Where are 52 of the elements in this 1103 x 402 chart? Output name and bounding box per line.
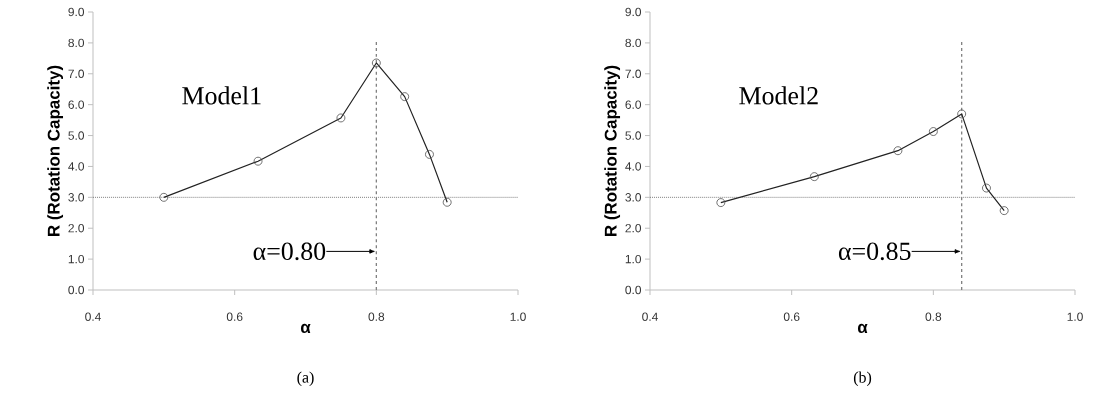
x-tick-label: 0.8 — [368, 312, 385, 321]
y-tick-label: 6.0 — [68, 100, 85, 109]
text: (b) — [853, 371, 872, 386]
point — [999, 206, 1009, 216]
x-tick-label: 0.4 — [85, 312, 101, 321]
annotation: Model1 — [182, 86, 261, 105]
y-tick-label: 1.0 — [68, 254, 85, 264]
x-tick-label: 0.4 — [642, 312, 658, 321]
annotation: Model2 — [739, 86, 818, 105]
y-axis-title: R (Rotation Capacity) — [604, 65, 621, 236]
y-tick-label: 2.0 — [625, 223, 642, 233]
point — [716, 198, 726, 207]
point — [893, 146, 903, 156]
y-tick-label: 8.0 — [68, 38, 85, 48]
y-tick-label: 6.0 — [625, 100, 642, 109]
point — [809, 172, 819, 182]
text: (a) — [297, 371, 314, 386]
point — [336, 113, 346, 123]
point — [928, 127, 938, 136]
y-tick-label: 5.0 — [625, 131, 642, 140]
x-tick-label: 1.0 — [510, 312, 526, 321]
x-axis-title: α — [300, 323, 311, 334]
annotation: α=0.80 — [253, 242, 326, 261]
y-tick-label: 4.0 — [625, 162, 642, 171]
y-tick-label: 1.0 — [625, 254, 642, 264]
point — [400, 92, 410, 102]
point — [957, 109, 967, 119]
x-tick-label: 0.6 — [226, 312, 243, 321]
y-tick-label: 2.0 — [68, 223, 85, 233]
y-tick-label: 5.0 — [68, 131, 85, 140]
x-tick-label: 0.6 — [783, 312, 800, 321]
y-axis-title: R (Rotation Capacity) — [47, 65, 64, 236]
annotation: α=0.85 — [838, 242, 911, 261]
y-tick-label: 9.0 — [68, 7, 85, 17]
y-tick-label: 8.0 — [625, 38, 642, 48]
x-tick-label: 1.0 — [1067, 312, 1083, 321]
point — [371, 58, 381, 68]
point — [425, 150, 434, 159]
y-tick-label: 0.0 — [625, 285, 642, 295]
y-tick-label: 7.0 — [625, 69, 642, 78]
x-tick-label: 0.8 — [925, 312, 942, 321]
y-tick-label: 9.0 — [625, 7, 642, 17]
x-axis-title: α — [857, 323, 868, 334]
y-tick-label: 3.0 — [625, 193, 642, 202]
point — [159, 192, 169, 202]
y-tick-label: 7.0 — [68, 69, 85, 78]
y-tick-label: 0.0 — [68, 285, 85, 295]
point — [982, 183, 991, 193]
y-tick-label: 4.0 — [68, 162, 85, 171]
y-tick-label: 3.0 — [68, 193, 85, 202]
point — [442, 197, 452, 207]
point — [253, 156, 263, 166]
